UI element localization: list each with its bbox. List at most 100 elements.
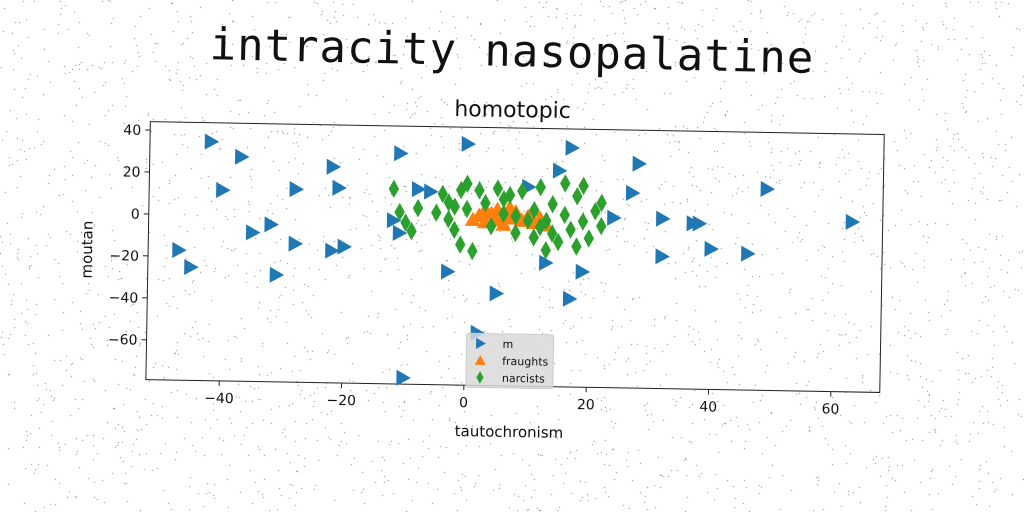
data-point: [184, 259, 199, 276]
data-point: [337, 238, 352, 255]
data-point: [216, 181, 231, 198]
data-point: [437, 184, 448, 204]
data-point: [845, 213, 861, 230]
data-point: [625, 184, 641, 201]
series-narcists: [388, 174, 607, 261]
data-point: [480, 193, 491, 213]
data-point: [462, 174, 473, 194]
data-point: [655, 248, 670, 265]
data-point: [392, 224, 408, 241]
data-point: [559, 205, 570, 225]
x-tick-label: −40: [204, 391, 234, 408]
data-point: [596, 193, 607, 213]
data-point: [449, 220, 460, 239]
data-point: [204, 133, 220, 150]
data-point: [596, 216, 607, 236]
data-point: [325, 242, 340, 259]
legend-box: [465, 332, 555, 390]
data-point: [590, 202, 601, 221]
y-tick-label: 40: [123, 123, 141, 139]
data-point: [656, 210, 671, 227]
data-point: [269, 266, 285, 283]
data-point: [575, 263, 591, 280]
data-point: [492, 179, 504, 198]
data-point: [172, 242, 187, 259]
series-m: [172, 133, 861, 386]
data-point: [572, 187, 583, 206]
data-point: [455, 235, 466, 254]
legend-label: m: [502, 338, 513, 351]
data-point: [406, 221, 417, 241]
data-point: [245, 224, 261, 241]
x-tick-label: 20: [577, 397, 595, 413]
data-point: [440, 263, 456, 280]
data-point: [577, 212, 589, 231]
chart-title: homotopic: [454, 97, 571, 124]
x-tick-label: 60: [821, 401, 839, 417]
data-point: [578, 176, 589, 196]
data-point: [467, 241, 478, 261]
data-point: [517, 181, 528, 201]
data-point: [552, 162, 568, 179]
data-point: [264, 216, 279, 233]
x-axis-label: tautochronism: [455, 422, 564, 442]
data-point: [332, 179, 347, 196]
data-point: [443, 193, 454, 212]
y-tick-label: −40: [109, 290, 139, 307]
data-point: [498, 204, 509, 224]
data-point: [607, 209, 622, 226]
data-point: [632, 155, 648, 172]
data-point: [289, 181, 305, 198]
data-point: [394, 202, 405, 222]
x-tick-label: 0: [459, 395, 468, 411]
data-point: [326, 158, 342, 175]
data-point: [529, 200, 540, 220]
data-point: [547, 195, 558, 214]
data-point: [411, 181, 427, 198]
y-tick-label: −60: [108, 332, 138, 349]
y-axis-label: moutan: [78, 220, 97, 278]
data-point: [552, 232, 564, 252]
y-tick-label: 20: [122, 165, 140, 181]
legend: m fraughts narcists: [465, 332, 555, 390]
y-tick-label: 0: [131, 207, 140, 223]
data-point: [396, 369, 411, 386]
data-point: [394, 145, 409, 162]
data-points: [172, 133, 861, 386]
data-point: [522, 211, 534, 230]
data-point: [485, 217, 497, 236]
data-point: [443, 209, 454, 229]
x-tick-label: 40: [699, 399, 717, 415]
data-point: [565, 139, 581, 156]
data-point: [288, 235, 304, 252]
data-point: [449, 197, 460, 216]
data-point: [461, 199, 473, 219]
x-tick-label: −20: [326, 393, 356, 410]
data-point: [510, 206, 521, 226]
y-tick-label: −20: [109, 248, 139, 265]
legend-label: fraughts: [502, 355, 549, 369]
data-point: [546, 224, 558, 243]
data-point: [704, 240, 719, 257]
legend-marker: [476, 371, 484, 384]
data-point: [386, 212, 402, 229]
legend-label: narcists: [502, 372, 545, 386]
data-point: [562, 290, 578, 307]
data-point: [692, 215, 708, 232]
data-point: [741, 245, 756, 262]
data-point: [571, 237, 582, 256]
data-point: [504, 185, 516, 205]
legend-marker: [474, 354, 486, 365]
data-point: [474, 181, 485, 200]
data-point: [234, 148, 250, 165]
data-point: [431, 203, 442, 222]
data-point: [400, 213, 411, 232]
data-point: [541, 211, 552, 231]
data-point: [565, 220, 576, 239]
data-point: [412, 198, 424, 218]
data-point: [388, 179, 400, 199]
legend-marker: [476, 337, 487, 349]
data-point: [539, 254, 554, 271]
